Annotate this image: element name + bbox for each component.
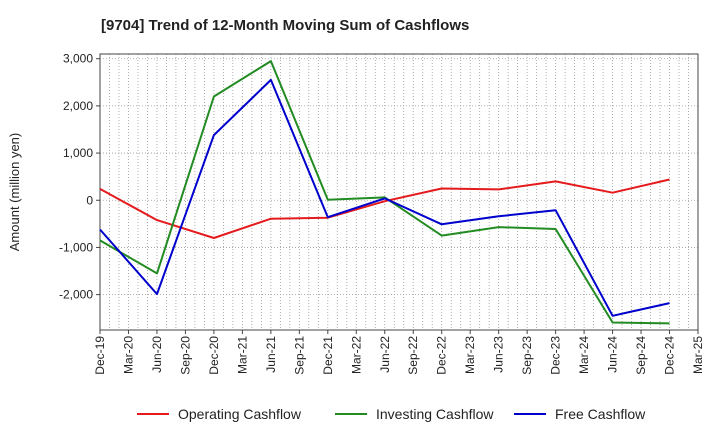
x-tick-label: Sep-23 [520, 336, 534, 375]
y-tick-label: -1,000 [59, 240, 93, 254]
y-tick-label: 0 [86, 193, 93, 207]
chart-title: [9704] Trend of 12-Month Moving Sum of C… [101, 17, 469, 34]
x-tick-label: Jun-23 [492, 336, 506, 373]
y-tick-label: 3,000 [63, 52, 93, 66]
legend: Operating Cashflow Investing Cashflow Free… [137, 406, 646, 422]
x-tick-label: Mar-21 [235, 336, 249, 374]
series-lines [99, 60, 670, 325]
x-tick-label: Mar-23 [463, 336, 477, 374]
legend-label: Free Cashflow [555, 406, 646, 422]
x-tick-label: Dec-22 [435, 336, 449, 375]
grid-lines [100, 54, 698, 330]
x-tick-label: Dec-24 [663, 336, 677, 375]
legend-label: Operating Cashflow [178, 406, 302, 422]
x-tick-label: Jun-20 [150, 336, 164, 373]
x-tick-label: Mar-24 [577, 336, 591, 374]
x-tick-label: Jun-22 [378, 336, 392, 373]
y-axis-label: Amount (million yen) [7, 133, 22, 252]
x-tick-label: Dec-20 [207, 336, 221, 375]
y-tick-label: 1,000 [63, 146, 93, 160]
x-tick-label: Mar-22 [349, 336, 363, 374]
x-tick-label: Mar-25 [691, 336, 705, 374]
x-tick-label: Sep-21 [292, 336, 306, 375]
x-axis-ticks: Dec-19 Mar-20 Jun-20 Sep-20 Dec-20 Mar-21 Jun-… [93, 330, 705, 375]
y-axis-ticks: 3,000 2,000 1,000 0 -1,000 -2,000 [59, 52, 100, 302]
x-tick-label: Sep-24 [634, 336, 648, 375]
x-tick-label: Sep-22 [406, 336, 420, 375]
x-tick-label: Jun-21 [264, 336, 278, 373]
x-tick-label: Dec-19 [93, 336, 107, 375]
x-tick-label: Mar-20 [121, 336, 135, 374]
y-tick-label: -2,000 [59, 288, 93, 302]
x-tick-label: Dec-23 [549, 336, 563, 375]
x-tick-label: Sep-20 [178, 336, 192, 375]
x-tick-label: Jun-24 [606, 336, 620, 373]
plot-area-frame [99, 53, 699, 331]
series-line-operating-cashflow [99, 178, 670, 239]
y-tick-label: 2,000 [63, 99, 93, 113]
x-tick-label: Dec-21 [321, 336, 335, 375]
series-line-free-cashflow [99, 78, 670, 317]
legend-label: Investing Cashflow [376, 406, 494, 422]
